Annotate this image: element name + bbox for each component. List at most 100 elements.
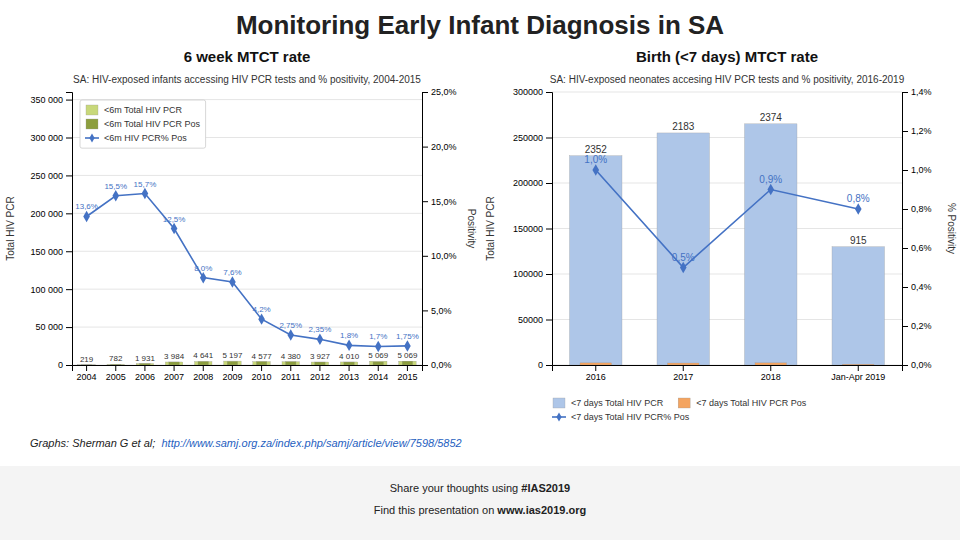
bar	[340, 362, 358, 365]
tick: 1,4%	[902, 87, 932, 97]
footer-band	[0, 466, 960, 540]
data-label: 13,6%	[75, 202, 98, 211]
tick-label: 350 000	[30, 95, 63, 105]
grid-line	[72, 213, 422, 214]
bar	[107, 364, 125, 365]
bar	[399, 361, 417, 365]
data-labels: 2352218323749151,0%0,5%0,9%0,8%	[584, 112, 869, 263]
tick-mark	[66, 289, 72, 290]
annotation: Share your thoughts using #IAS2019	[390, 482, 570, 494]
tick: 300 000	[30, 133, 72, 143]
tick: 0	[538, 360, 552, 370]
tick-label: 150 000	[30, 247, 63, 257]
marker	[171, 223, 178, 234]
marker	[200, 272, 207, 283]
tick: 2015	[397, 365, 417, 382]
tick-mark	[546, 365, 552, 366]
tick-label: 200 000	[30, 209, 63, 219]
annotation-part: Graphs: Sherman G et al;	[30, 437, 161, 449]
grid-line	[552, 137, 902, 138]
tick: 0,0%	[422, 360, 452, 370]
bar	[111, 364, 122, 365]
y2-axis-title: % Positivity	[946, 203, 957, 254]
data-label: 219	[80, 355, 94, 364]
data-label: 15,5%	[104, 182, 127, 191]
tick: 200000	[513, 178, 552, 188]
tick-mark	[902, 248, 908, 249]
legend-symbol	[556, 412, 561, 421]
tick-mark	[902, 326, 908, 327]
x-axis: 2004200520062007200820092010201120122013…	[73, 365, 423, 382]
tick: 0,6%	[902, 243, 932, 253]
data-label: 1,8%	[340, 331, 358, 340]
tick-mark	[115, 365, 116, 371]
bar	[136, 364, 154, 365]
chart-title: SA: HIV-exposed infants accessing HIV PC…	[73, 74, 421, 85]
tick: 2005	[106, 365, 126, 382]
tick-label: 2014	[368, 372, 388, 382]
tick-mark	[66, 175, 72, 176]
bar	[195, 361, 213, 365]
data-label: 4 010	[339, 352, 360, 361]
line	[596, 170, 859, 268]
tick-label: 0,8%	[911, 204, 932, 214]
marker	[112, 190, 119, 201]
tick-mark	[174, 365, 175, 371]
tick-label: 0	[58, 360, 63, 370]
tick-label: 250 000	[30, 171, 63, 181]
tick-label: 2006	[135, 372, 155, 382]
tick-mark	[144, 365, 145, 371]
data-labels: 2197821 9313 9844 6415 1974 5774 3803 92…	[75, 180, 419, 364]
tick-label: 1,4%	[911, 87, 932, 97]
tick: 2004	[77, 365, 97, 382]
tick: 2018	[761, 365, 781, 382]
chart-title: SA: HIV-exposed neonates accesing HIV PC…	[550, 74, 905, 85]
tick-label: 300 000	[30, 133, 63, 143]
tick-mark	[770, 365, 771, 371]
tick: 2016	[586, 365, 606, 382]
tick-label: 2007	[164, 372, 184, 382]
legend-symbol	[553, 398, 565, 408]
tick: 100000	[513, 269, 552, 279]
tick: 2017	[673, 365, 693, 382]
legend-symbol	[86, 105, 98, 115]
tick-label: 2009	[222, 372, 242, 382]
legend-background	[80, 100, 206, 148]
tick-label: 50000	[518, 315, 543, 325]
legend-label: <7 days Total HIV PCR	[571, 398, 664, 408]
bar	[256, 362, 267, 365]
tick-mark	[66, 327, 72, 328]
tick: 10,0%	[422, 251, 457, 261]
annotation: Find this presentation on www.ias2019.or…	[374, 504, 586, 516]
tick-label: 0,4%	[911, 282, 932, 292]
data-label: 3 927	[310, 352, 331, 361]
bar	[370, 361, 388, 365]
legend-label: <7 days Total HIV PCR Pos	[696, 398, 807, 408]
chart-root: Monitoring Early Infant Diagnosis in SA6…	[0, 0, 960, 540]
tick-label: 250000	[513, 133, 543, 143]
tick: 1,2%	[902, 126, 932, 136]
tick: 2013	[339, 365, 359, 382]
tick-label: 2018	[761, 372, 781, 382]
tick: 50000	[518, 315, 552, 325]
tick: 0,4%	[902, 282, 932, 292]
legend-item: <7 days Total HIV PCR Pos	[678, 398, 807, 408]
bar	[668, 363, 700, 365]
tick-mark	[902, 170, 908, 171]
y2-axis: 0,0%0,2%0,4%0,6%0,8%1,0%1,2%1,4%	[902, 87, 932, 370]
legend-symbol	[89, 133, 94, 142]
tick: 2011	[281, 365, 300, 382]
data-label: 7,6%	[223, 268, 241, 277]
bar	[198, 361, 209, 365]
axis-line	[66, 93, 73, 366]
data-label: 5 197	[222, 351, 243, 360]
tick: 350 000	[30, 95, 72, 105]
marker	[855, 203, 862, 214]
tick: 2008	[193, 365, 213, 382]
tick-label: 10,0%	[431, 251, 457, 261]
marker	[258, 313, 265, 324]
legend-label: <7 days Total HIV PCR% Pos	[571, 412, 690, 422]
tick-mark	[546, 320, 552, 321]
axis-line	[546, 93, 553, 366]
tick-mark	[902, 209, 908, 210]
